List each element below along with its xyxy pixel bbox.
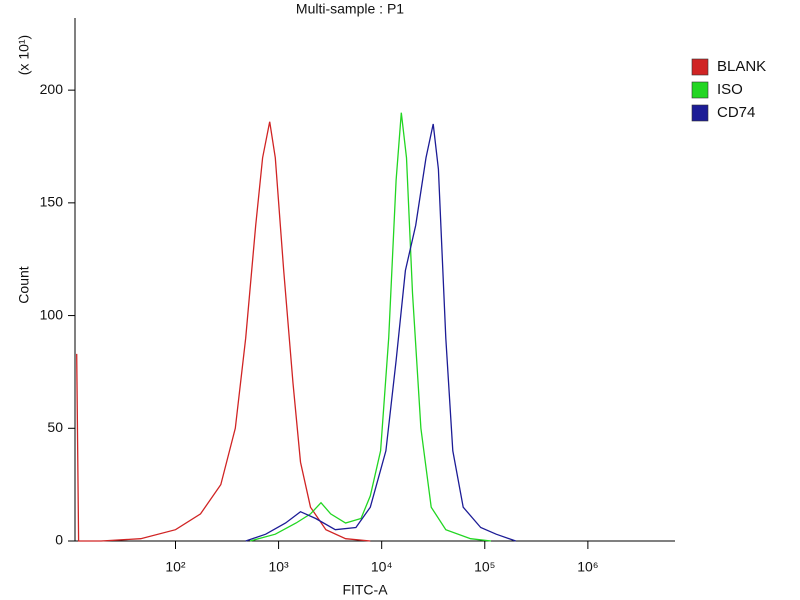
x-tick-label: 10⁶	[577, 559, 598, 575]
y-tick-label: 50	[47, 419, 63, 435]
legend-swatch	[691, 104, 709, 122]
y-axis-label: Count	[16, 266, 32, 303]
x-tick-label: 10³	[268, 559, 289, 575]
legend-label: BLANK	[717, 58, 766, 75]
y-tick-label: 150	[40, 194, 64, 210]
y-tick-label: 0	[55, 532, 63, 548]
legend-label: CD74	[717, 104, 755, 121]
legend-label: ISO	[717, 81, 743, 98]
chart-title: Multi-sample : P1	[296, 1, 404, 17]
y-tick-label: 100	[40, 306, 64, 322]
x-tick-label: 10⁴	[371, 559, 393, 575]
x-axis-label: FITC-A	[342, 582, 388, 598]
series-line	[76, 121, 371, 542]
x-tick-label: 10²	[165, 559, 186, 575]
legend-swatch	[691, 81, 709, 99]
series-line	[245, 123, 517, 542]
legend-swatch	[691, 58, 709, 76]
y-tick-label: 200	[40, 81, 64, 97]
series-line	[250, 112, 492, 542]
x-tick-label: 10⁵	[474, 559, 495, 575]
y-multiplier: (x 10¹)	[16, 35, 32, 75]
